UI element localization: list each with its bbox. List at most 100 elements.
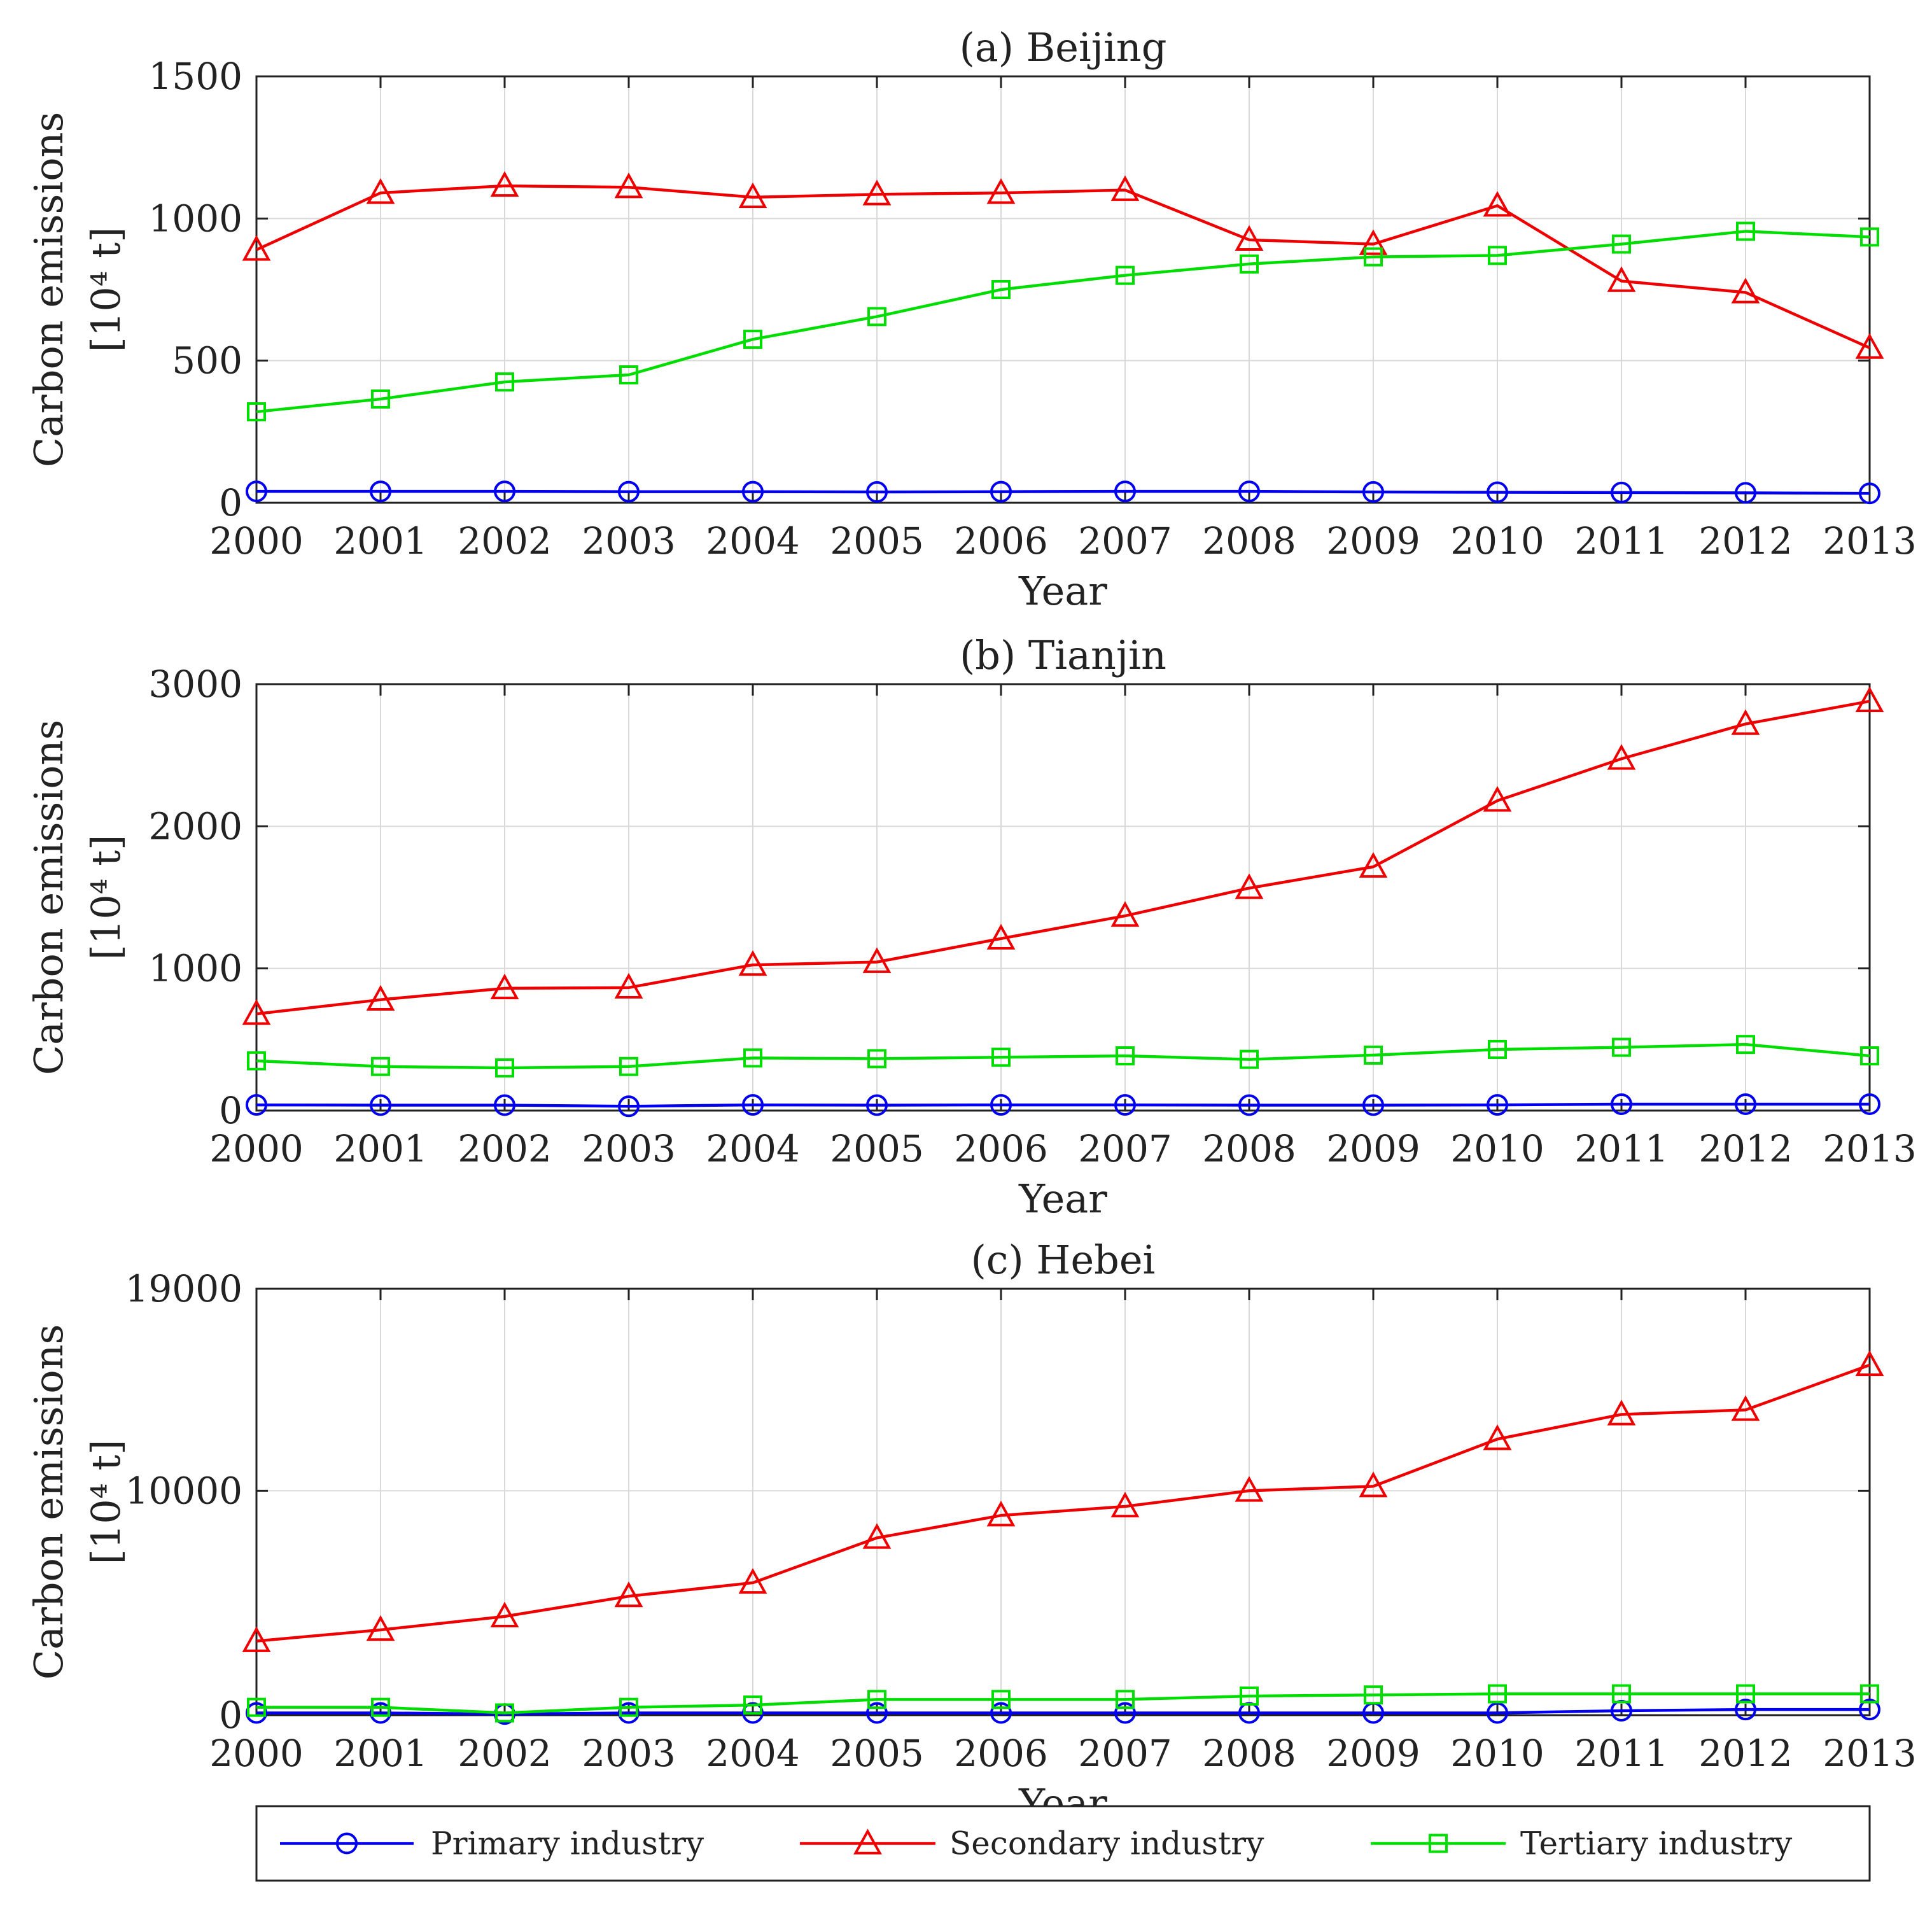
plot-area <box>256 1289 1870 1715</box>
data-point-circle <box>1114 1094 1136 1116</box>
data-point-triangle <box>242 1626 271 1652</box>
data-point-square <box>247 1697 266 1717</box>
x-tick-label: 2004 <box>706 1127 800 1170</box>
data-point-square <box>371 1697 390 1717</box>
chart-title: (c) Hebei <box>971 1237 1156 1283</box>
data-point-triangle <box>242 235 271 261</box>
data-point-triangle <box>1483 191 1512 217</box>
y-axis-label-line1: Carbon emissions <box>25 112 72 468</box>
data-point-square <box>1116 1690 1135 1709</box>
y-axis-label-line1: Carbon emissions <box>25 1324 72 1680</box>
data-point-square <box>247 402 266 422</box>
data-point-circle <box>990 1702 1012 1724</box>
data-point-circle <box>1238 1094 1260 1116</box>
x-tick-label: 2013 <box>1823 519 1917 563</box>
data-point-square <box>991 280 1011 299</box>
x-tick-label: 2004 <box>706 1732 800 1775</box>
data-point-circle <box>866 1094 888 1116</box>
data-point-square <box>619 1056 638 1076</box>
data-point-square <box>1116 265 1135 285</box>
data-point-triangle <box>738 950 767 976</box>
data-point-square <box>991 1048 1011 1067</box>
data-point-triangle <box>366 1615 395 1641</box>
data-point-square <box>743 1695 762 1715</box>
data-point-triangle <box>986 1501 1016 1527</box>
x-tick-label: 2006 <box>954 1732 1048 1775</box>
legend: Primary industry Secondary industry Tertia… <box>255 1805 1871 1882</box>
data-point-circle <box>742 1094 764 1116</box>
legend-marker-square <box>1429 1834 1448 1853</box>
y-tick-label: 1000 <box>148 947 242 990</box>
data-point-triangle <box>490 973 519 1000</box>
series-line-secondary-industry <box>256 699 1870 1016</box>
x-tick-label: 2003 <box>582 1127 676 1170</box>
data-point-square <box>1240 254 1259 274</box>
data-point-square <box>619 365 638 384</box>
x-tick-label: 2001 <box>333 519 428 563</box>
x-tick-label: 2008 <box>1202 519 1296 563</box>
data-point-triangle <box>366 178 395 204</box>
x-tick-label: 2009 <box>1326 519 1420 563</box>
series-line-primary-industry <box>256 1102 1870 1108</box>
data-point-triangle <box>1731 709 1760 735</box>
plot-area <box>256 76 1870 503</box>
legend-entry-triangle: Secondary industry <box>800 1825 1264 1862</box>
data-point-circle <box>246 1094 267 1116</box>
data-point-circle <box>1735 1699 1756 1721</box>
series-line-secondary-industry <box>256 1363 1870 1643</box>
plot-area <box>256 684 1870 1111</box>
x-tick-label: 2002 <box>458 1127 552 1170</box>
data-point-square <box>867 307 886 326</box>
x-axis-label: Year <box>1018 1175 1107 1222</box>
data-point-triangle <box>1359 1471 1388 1498</box>
legend-marker-circle <box>336 1832 358 1855</box>
data-point-square <box>743 330 762 349</box>
data-point-square <box>1736 1684 1755 1704</box>
data-point-circle <box>494 481 515 503</box>
legend-label: Secondary industry <box>949 1825 1264 1862</box>
x-tick-label: 2011 <box>1574 1732 1669 1775</box>
data-point-circle <box>866 481 888 503</box>
data-point-circle <box>1859 1699 1880 1721</box>
x-tick-label: 2007 <box>1078 519 1172 563</box>
legend-label: Tertiary industry <box>1520 1825 1793 1862</box>
data-point-circle <box>1114 481 1136 503</box>
x-tick-label: 2000 <box>209 519 304 563</box>
data-point-square <box>743 1048 762 1068</box>
legend-marker-triangle <box>853 1828 882 1855</box>
data-point-circle <box>1735 482 1756 504</box>
data-point-square <box>247 1051 266 1070</box>
series-line-tertiary-industry <box>256 230 1870 414</box>
data-point-circle <box>1859 1093 1880 1115</box>
x-tick-label: 2005 <box>830 1732 924 1775</box>
data-point-circle <box>370 481 391 503</box>
data-point-square <box>371 389 390 409</box>
y-tick-label: 2000 <box>148 804 242 848</box>
legend-entry-circle: Primary industry <box>280 1825 704 1862</box>
x-tick-label: 2005 <box>830 1127 924 1170</box>
data-point-circle <box>1487 1094 1508 1116</box>
x-tick-label: 2012 <box>1698 1732 1793 1775</box>
data-point-circle <box>1611 481 1632 503</box>
data-point-square <box>1488 1039 1507 1059</box>
data-point-triangle <box>490 171 519 197</box>
series-line-secondary-industry <box>256 184 1870 349</box>
data-point-triangle <box>1110 175 1140 201</box>
data-point-circle <box>1114 1702 1136 1724</box>
data-point-triangle <box>1483 1424 1512 1450</box>
data-point-circle <box>370 1094 391 1116</box>
data-point-circle <box>866 1702 888 1724</box>
data-point-triangle <box>1235 873 1264 899</box>
y-axis-label-line2: [10⁴ t] <box>83 1440 129 1565</box>
x-tick-label: 2001 <box>333 1127 428 1170</box>
y-axis-label-line1: Carbon emissions <box>25 720 72 1076</box>
data-point-square <box>867 1049 886 1069</box>
x-tick-label: 2009 <box>1326 1127 1420 1170</box>
data-point-triangle <box>1855 333 1884 359</box>
data-point-circle <box>1611 1093 1632 1115</box>
x-tick-label: 2006 <box>954 1127 1048 1170</box>
data-point-triangle <box>1731 1395 1760 1421</box>
data-point-triangle <box>1483 786 1512 812</box>
x-tick-label: 2011 <box>1574 1127 1669 1170</box>
